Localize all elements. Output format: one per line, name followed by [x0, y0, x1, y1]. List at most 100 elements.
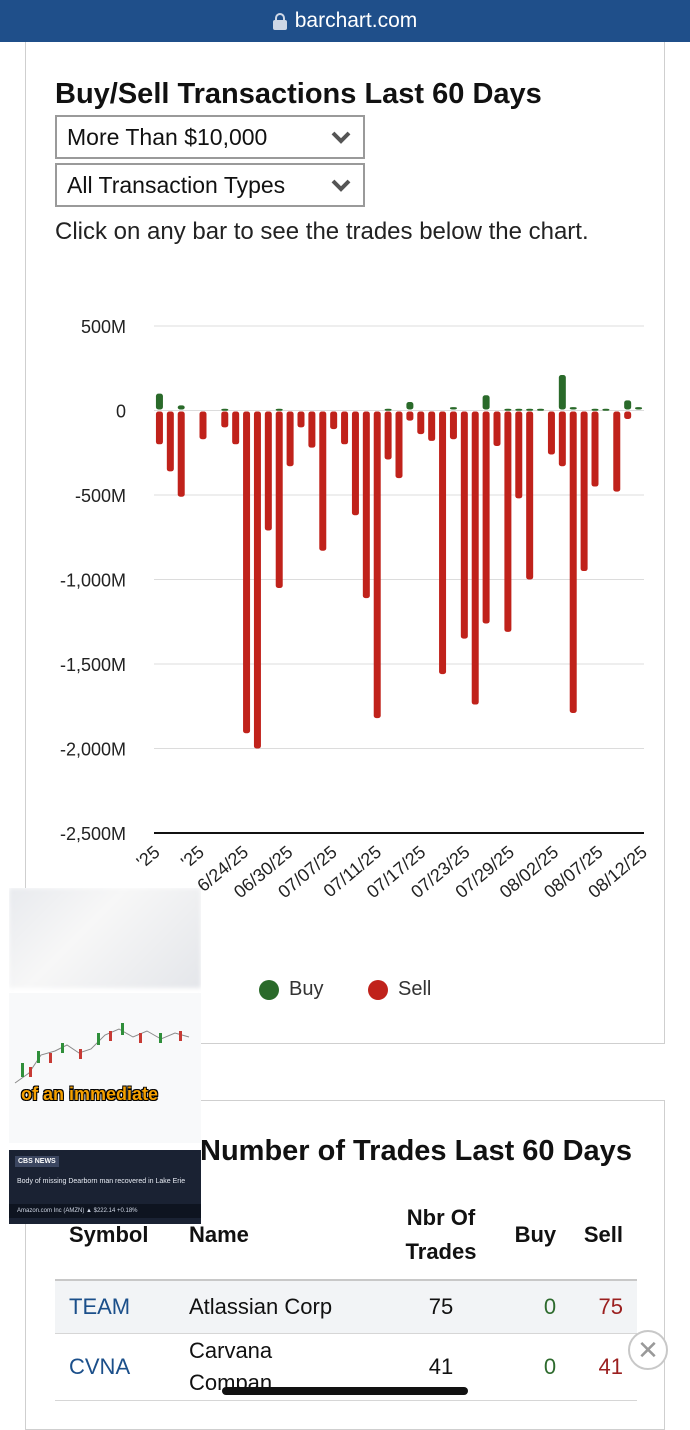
news-banner: CBS NEWS Body of missing Dearborn man re…	[9, 1150, 201, 1224]
buy-bar[interactable]	[406, 402, 414, 410]
sell-bar[interactable]	[624, 411, 632, 419]
trades-table: Symbol Name Nbr Of Trades Buy Sell TEAM …	[55, 1191, 637, 1401]
sell-bar[interactable]	[613, 411, 621, 492]
row-trades: 75	[380, 1280, 502, 1334]
sell-bar[interactable]	[439, 411, 447, 675]
legend-buy[interactable]: Buy	[259, 978, 323, 1001]
y-tick-label: -500M	[75, 486, 126, 506]
sell-bar[interactable]	[558, 411, 566, 467]
buy-bar[interactable]	[602, 408, 610, 411]
header-name[interactable]: Name	[188, 1191, 380, 1281]
sell-bar[interactable]	[526, 411, 534, 580]
buy-bar[interactable]	[275, 408, 283, 411]
buy-sell-bar-chart[interactable]: 500M 0 -500M -1,000M -1,500M -2,000M -2,500M '2…	[26, 42, 664, 1044]
sell-bar[interactable]	[515, 411, 523, 499]
header-trades-label: Nbr Of Trades	[405, 1205, 477, 1264]
table-row[interactable]: CVNA Carvana Compan 41 0 41	[55, 1333, 637, 1401]
buy-bar[interactable]	[537, 408, 545, 411]
sell-bar[interactable]	[428, 411, 436, 441]
buy-bar[interactable]	[504, 408, 512, 411]
sell-bar[interactable]	[362, 411, 370, 599]
amount-filter-select[interactable]: More Than $10,000	[55, 115, 365, 159]
sell-bar[interactable]	[243, 411, 251, 734]
sell-bar[interactable]	[504, 411, 512, 632]
y-tick-label: -2,000M	[60, 740, 126, 760]
buy-bar[interactable]	[221, 408, 229, 411]
sell-bar[interactable]	[341, 411, 349, 445]
sell-bar[interactable]	[221, 411, 229, 428]
x-tick-label: '25	[177, 842, 208, 872]
sell-bar[interactable]	[286, 411, 294, 467]
header-buy[interactable]: Buy	[502, 1191, 573, 1281]
video-caption: of an immediate	[21, 1084, 159, 1104]
sell-bar[interactable]	[406, 411, 414, 421]
table-row[interactable]: TEAM Atlassian Corp 75 0 75	[55, 1280, 637, 1334]
sell-bar[interactable]	[460, 411, 468, 639]
table-header-row: Symbol Name Nbr Of Trades Buy Sell	[55, 1191, 637, 1281]
buy-bar[interactable]	[526, 408, 534, 411]
sell-bar[interactable]	[482, 411, 490, 624]
buy-bar[interactable]	[624, 400, 632, 410]
sell-bar[interactable]	[449, 411, 457, 440]
header-trades[interactable]: Nbr Of Trades	[380, 1191, 502, 1281]
sell-bar[interactable]	[395, 411, 403, 479]
buy-bar[interactable]	[635, 407, 643, 410]
buy-bar[interactable]	[515, 408, 523, 411]
sell-bar[interactable]	[547, 411, 555, 455]
legend-buy-label: Buy	[289, 978, 324, 1000]
buy-bar[interactable]	[155, 393, 163, 410]
sell-bar[interactable]	[166, 411, 174, 472]
sell-bar[interactable]	[373, 411, 381, 719]
close-button[interactable]: ✕	[628, 1330, 668, 1370]
row-symbol-link[interactable]: CVNA	[55, 1333, 188, 1401]
sell-bar[interactable]	[591, 411, 599, 487]
sell-bar[interactable]	[471, 411, 479, 705]
amount-filter-value: More Than $10,000	[67, 123, 268, 150]
chevron-down-icon	[331, 179, 351, 192]
sell-bar[interactable]	[264, 411, 272, 531]
row-name: Atlassian Corp	[188, 1280, 380, 1334]
sell-bar[interactable]	[155, 411, 163, 445]
buy-bar[interactable]	[482, 395, 490, 410]
sell-bar[interactable]	[580, 411, 588, 572]
sell-bar[interactable]	[253, 411, 261, 749]
buy-bar[interactable]	[569, 407, 577, 410]
news-ticker: Amazon.com Inc (AMZN) ▲ $222.14 +0.18%	[9, 1204, 201, 1218]
y-tick-label: 500M	[81, 317, 126, 337]
sell-bar[interactable]	[384, 411, 392, 460]
video-thumbnail	[9, 888, 201, 988]
buy-bar[interactable]	[384, 408, 392, 411]
buy-bar[interactable]	[449, 407, 457, 410]
video-stock-chart	[9, 993, 201, 1143]
y-tick-label: 0	[116, 402, 126, 422]
sell-bar[interactable]	[493, 411, 501, 446]
buy-bar[interactable]	[177, 405, 185, 410]
y-tick-label: -1,000M	[60, 571, 126, 591]
browser-url-bar[interactable]: barchart.com	[0, 0, 690, 42]
sell-bar[interactable]	[351, 411, 359, 516]
buy-bar[interactable]	[591, 408, 599, 411]
home-indicator[interactable]	[222, 1387, 468, 1395]
sell-bar[interactable]	[330, 411, 338, 430]
sell-bar[interactable]	[199, 411, 207, 440]
sell-bar[interactable]	[297, 411, 305, 428]
sell-bar[interactable]	[319, 411, 327, 551]
x-tick-label: '25	[133, 842, 164, 872]
sell-bar[interactable]	[308, 411, 316, 448]
sell-bar[interactable]	[177, 411, 185, 497]
sell-bar[interactable]	[232, 411, 240, 445]
video-overlay[interactable]: of an immediate CBS NEWS Body of missing…	[9, 888, 201, 1224]
chevron-down-icon	[331, 131, 351, 144]
header-sell[interactable]: Sell	[572, 1191, 637, 1281]
news-tag: CBS NEWS	[15, 1156, 59, 1167]
row-sell: 41	[572, 1333, 637, 1401]
row-sell: 75	[572, 1280, 637, 1334]
sell-bar[interactable]	[569, 411, 577, 714]
transaction-type-select[interactable]: All Transaction Types	[55, 163, 365, 207]
legend-sell[interactable]: Sell	[368, 978, 431, 1001]
sell-bar[interactable]	[417, 411, 425, 435]
sell-bar[interactable]	[275, 411, 283, 588]
buy-sell-card: Buy/Sell Transactions Last 60 Days More …	[25, 42, 665, 1044]
buy-bar[interactable]	[558, 375, 566, 410]
row-symbol-link[interactable]: TEAM	[55, 1280, 188, 1334]
